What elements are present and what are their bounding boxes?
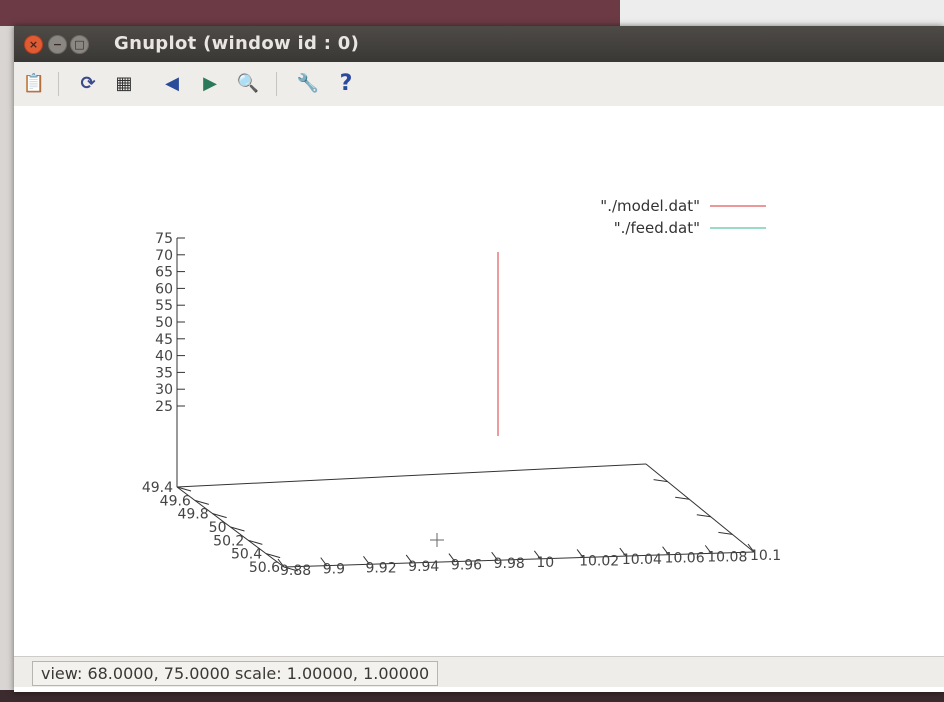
x-tick xyxy=(533,550,541,560)
right-edge-tick xyxy=(718,531,733,535)
x-tick-label: 10.08 xyxy=(707,549,747,565)
x-tick-label: 10 xyxy=(536,555,554,571)
z-tick-label: 65 xyxy=(155,265,173,281)
x-tick-label: 9.98 xyxy=(494,556,525,572)
desktop-background-window xyxy=(620,0,944,26)
plot-legend: "./model.dat" "./feed.dat" xyxy=(600,197,766,237)
toolbar: 📋 ⟳ ▦ ◀ ▶ 🔍 🔧 ? xyxy=(14,62,944,107)
help-icon: ? xyxy=(339,71,353,96)
desktop-top-bar xyxy=(0,0,620,26)
y-tick-label: 50.6 xyxy=(249,560,280,576)
z-tick-label: 50 xyxy=(155,315,173,331)
z-tick-label: 45 xyxy=(155,332,173,348)
x-tick xyxy=(277,558,285,568)
z-tick-label: 25 xyxy=(155,399,173,415)
status-view-text: view: 68.0000, 75.0000 scale: 1.00000, 1… xyxy=(32,661,439,686)
gnuplot-window: × − □ Gnuplot (window id : 0) 📋 ⟳ ▦ ◀ ▶ … xyxy=(14,26,944,692)
base-frame-edge xyxy=(283,551,755,568)
x-tick xyxy=(619,547,627,557)
x-tick xyxy=(363,555,370,565)
base-frame-edge xyxy=(176,463,647,488)
mouse-cursor-crosshair xyxy=(430,533,444,547)
x-tick xyxy=(662,546,669,556)
minimize-button[interactable]: − xyxy=(48,35,67,54)
help-button[interactable]: ? xyxy=(334,72,358,96)
y-tick-label: 50.2 xyxy=(213,533,244,549)
x-tick xyxy=(704,545,712,554)
right-edge-tick xyxy=(675,496,690,500)
copy-to-clipboard-icon: 📋 xyxy=(22,73,46,94)
title-bar[interactable]: × − □ Gnuplot (window id : 0) xyxy=(14,26,944,62)
close-icon: × xyxy=(28,38,39,51)
z-tick-label: 70 xyxy=(155,248,173,264)
toolbar-separator xyxy=(58,72,59,96)
autoscale-icon: 🔍 xyxy=(236,73,260,94)
toolbar-separator xyxy=(276,72,277,96)
copy-to-clipboard-button[interactable]: 📋 xyxy=(22,72,46,96)
autoscale-button[interactable]: 🔍 xyxy=(236,72,260,96)
x-tick-label: 10.04 xyxy=(622,552,662,568)
z-tick-label: 55 xyxy=(155,298,173,314)
y-tick xyxy=(248,539,263,545)
x-tick xyxy=(491,551,499,561)
settings-button[interactable]: 🔧 xyxy=(296,72,320,96)
x-tick-label: 10.02 xyxy=(579,553,619,569)
z-tick-label: 75 xyxy=(155,231,173,247)
status-bar: view: 68.0000, 75.0000 scale: 1.00000, 1… xyxy=(14,656,944,687)
zoom-next-icon: ▶ xyxy=(203,73,217,94)
maximize-icon: □ xyxy=(74,38,85,51)
x-tick xyxy=(405,554,413,564)
desktop-bottom-edge xyxy=(0,690,944,702)
desktop-left-edge xyxy=(0,26,14,702)
plot-canvas[interactable]: 75 70 65 60 55 50 45 40 35 30 25 49.4 49.6 49.8 50 50.2… xyxy=(14,106,944,652)
x-tick-label: 10.06 xyxy=(665,551,705,567)
y-tick-label: 50.4 xyxy=(231,547,262,563)
y-tick xyxy=(283,566,299,572)
z-tick-label: 35 xyxy=(155,365,173,381)
replot-icon: ⟳ xyxy=(80,73,96,94)
grid-icon: ▦ xyxy=(115,73,133,94)
y-tick-label: 50 xyxy=(209,520,227,536)
x-tick-label: 9.9 xyxy=(323,562,345,578)
plot-svg: 757065605550454035302549.449.649.85050.2… xyxy=(142,197,781,579)
z-tick-label: 60 xyxy=(155,281,173,297)
plot-axes xyxy=(176,238,755,568)
zoom-previous-icon: ◀ xyxy=(165,73,179,94)
zoom-previous-button[interactable]: ◀ xyxy=(160,72,184,96)
legend-label: "./feed.dat" xyxy=(614,219,700,237)
y-tick xyxy=(176,486,192,492)
z-tick-label: 40 xyxy=(155,349,173,365)
grid-button[interactable]: ▦ xyxy=(112,72,136,96)
y-tick xyxy=(230,526,245,532)
window-title: Gnuplot (window id : 0) xyxy=(114,33,360,54)
x-tick xyxy=(747,543,755,553)
legend-label: "./model.dat" xyxy=(600,197,700,215)
y-tick-label: 49.4 xyxy=(142,480,173,496)
y-tick-label: 49.6 xyxy=(160,493,191,509)
right-edge-tick xyxy=(653,479,668,483)
close-button[interactable]: × xyxy=(24,35,43,54)
base-frame-edge xyxy=(645,463,755,553)
plot-tick-labels: 757065605550454035302549.449.649.85050.2… xyxy=(142,231,781,579)
x-tick xyxy=(320,557,328,566)
y-tick xyxy=(194,499,209,505)
right-edge-tick xyxy=(696,514,711,518)
x-tick-label: 9.96 xyxy=(451,558,482,574)
plot-ticks xyxy=(176,237,755,572)
y-tick xyxy=(266,553,281,559)
y-tick xyxy=(212,513,227,519)
x-tick-label: 9.92 xyxy=(365,560,396,576)
x-tick xyxy=(448,553,456,562)
x-tick-label: 9.94 xyxy=(408,559,439,575)
settings-icon: 🔧 xyxy=(296,73,320,94)
z-tick-label: 30 xyxy=(155,382,173,398)
x-tick-label: 9.88 xyxy=(280,563,311,579)
minimize-icon: − xyxy=(52,38,63,51)
replot-button[interactable]: ⟳ xyxy=(76,72,100,96)
maximize-button[interactable]: □ xyxy=(70,35,89,54)
y-tick-label: 49.8 xyxy=(177,507,208,523)
x-tick xyxy=(576,549,584,558)
x-tick-label: 10.1 xyxy=(750,548,781,564)
zoom-next-button[interactable]: ▶ xyxy=(198,72,222,96)
